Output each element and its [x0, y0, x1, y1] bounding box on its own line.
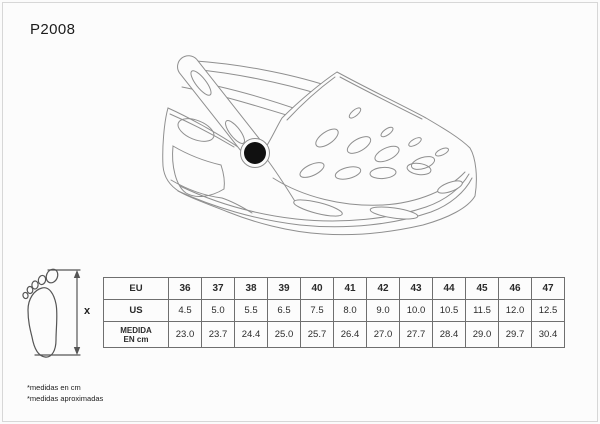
row-label-us: US — [103, 299, 169, 322]
eu-size-cell: 42 — [366, 277, 400, 300]
clog-shoe-drawing-icon — [162, 55, 477, 236]
us-size-cell: 10.5 — [432, 299, 466, 322]
size-row-us: US 4.5 5.0 5.5 6.5 7.5 8.0 9.0 10.0 10.5… — [103, 299, 565, 322]
vent-holes-lower — [299, 162, 432, 180]
vent-holes-small — [348, 107, 449, 157]
footnote-medidas-cm: *medidas en cm — [27, 383, 81, 392]
us-size-cell: 10.0 — [399, 299, 433, 322]
page-title: P2008 — [30, 21, 76, 38]
side-slots — [293, 180, 463, 220]
eu-size-cell: 46 — [498, 277, 532, 300]
cm-size-cell: 29.0 — [465, 321, 499, 348]
rivet-button — [244, 142, 266, 164]
cm-size-cell: 26.4 — [333, 321, 367, 348]
cm-size-cell: 30.4 — [531, 321, 565, 348]
foot-toes — [22, 268, 59, 300]
us-size-cell: 8.0 — [333, 299, 367, 322]
cm-size-cell: 27.7 — [399, 321, 433, 348]
eu-size-cell: 38 — [234, 277, 268, 300]
cm-size-cell: 24.4 — [234, 321, 268, 348]
cm-size-cell: 27.0 — [366, 321, 400, 348]
eu-size-cell: 44 — [432, 277, 466, 300]
row-label-cm: MEDIDA EN cm — [103, 321, 169, 348]
us-size-cell: 5.0 — [201, 299, 235, 322]
eu-size-cell: 40 — [300, 277, 334, 300]
us-size-cell: 4.5 — [168, 299, 202, 322]
us-size-cell: 9.0 — [366, 299, 400, 322]
eu-size-cell: 39 — [267, 277, 301, 300]
us-size-cell: 7.5 — [300, 299, 334, 322]
us-size-cell: 11.5 — [465, 299, 499, 322]
eu-size-cell: 45 — [465, 277, 499, 300]
us-size-cell: 12.5 — [531, 299, 565, 322]
eu-size-cell: 36 — [168, 277, 202, 300]
foot-outline — [27, 287, 58, 358]
measure-arrow — [34, 269, 81, 356]
cm-size-cell: 28.4 — [432, 321, 466, 348]
cm-size-cell: 25.0 — [267, 321, 301, 348]
cm-size-cell: 23.7 — [201, 321, 235, 348]
eu-size-cell: 37 — [201, 277, 235, 300]
size-row-eu: EU 36 37 38 39 40 41 42 43 44 45 46 47 — [103, 277, 565, 300]
vent-holes-middle — [315, 128, 436, 170]
cm-size-cell: 23.0 — [168, 321, 202, 348]
cm-size-cell: 29.7 — [498, 321, 532, 348]
us-size-cell: 12.0 — [498, 299, 532, 322]
eu-size-cell: 47 — [531, 277, 565, 300]
us-size-cell: 5.5 — [234, 299, 268, 322]
footnote-aproximadas: *medidas aproximadas — [27, 394, 104, 403]
size-chart-table: EU 36 37 38 39 40 41 42 43 44 45 46 47 U… — [103, 277, 565, 348]
foot-measure-icon — [22, 268, 81, 358]
measure-x-label: x — [84, 305, 91, 317]
us-size-cell: 6.5 — [267, 299, 301, 322]
eu-size-cell: 43 — [399, 277, 433, 300]
size-row-cm: MEDIDA EN cm 23.0 23.7 24.4 25.0 25.7 26… — [103, 321, 565, 348]
eu-size-cell: 41 — [333, 277, 367, 300]
cm-size-cell: 25.7 — [300, 321, 334, 348]
row-label-eu: EU — [103, 277, 169, 300]
